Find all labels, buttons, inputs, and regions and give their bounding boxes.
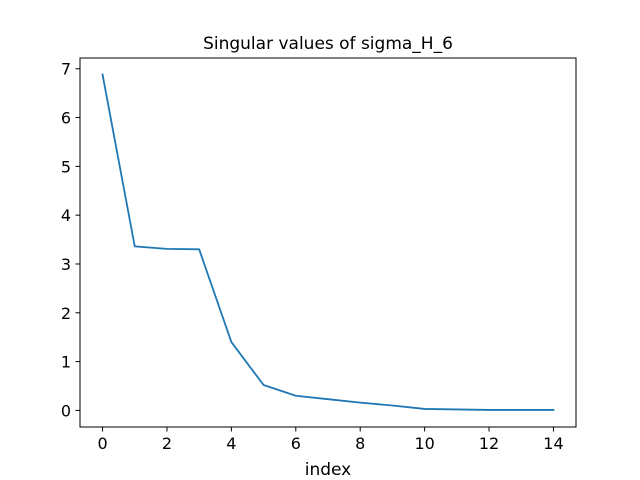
- x-tick-label: 4: [226, 434, 236, 453]
- x-tick-label: 10: [414, 434, 434, 453]
- y-tick-label: 5: [61, 157, 71, 176]
- y-tick-label: 0: [61, 401, 71, 420]
- y-tick-label: 2: [61, 304, 71, 323]
- y-tick-label: 1: [61, 353, 71, 372]
- y-tick-label: 4: [61, 206, 71, 225]
- y-tick-label: 6: [61, 109, 71, 128]
- x-axis-title: index: [305, 460, 352, 480]
- x-tick-label: 12: [479, 434, 499, 453]
- axes-frame: [79, 57, 577, 428]
- y-tick-label: 7: [61, 60, 71, 79]
- x-tick-label: 2: [162, 434, 172, 453]
- x-tick-label: 8: [355, 434, 365, 453]
- y-tick-label: 3: [61, 255, 71, 274]
- x-tick-label: 14: [543, 434, 563, 453]
- x-tick-label: 6: [291, 434, 301, 453]
- series-line: [101, 73, 555, 411]
- x-tick-label: 0: [97, 434, 107, 453]
- chart-title: Singular values of sigma_H_6: [203, 34, 453, 54]
